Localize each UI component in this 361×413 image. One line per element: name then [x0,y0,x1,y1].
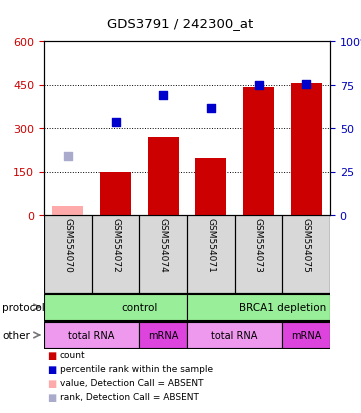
Bar [100,172,131,216]
Text: BRCA1 depletion: BRCA1 depletion [239,302,326,312]
Text: count: count [60,351,85,360]
Text: GSM554074: GSM554074 [159,218,168,273]
Text: ■: ■ [48,392,57,402]
Bar [139,216,187,293]
Text: mRNA: mRNA [148,330,178,340]
Text: mRNA: mRNA [291,330,321,340]
Bar [52,207,83,216]
Text: total RNA: total RNA [212,330,258,340]
Bar [291,84,322,216]
Bar [139,323,187,348]
Bar [195,159,226,216]
Text: GDS3791 / 242300_at: GDS3791 / 242300_at [107,17,254,29]
Point [208,105,214,112]
Text: GSM554071: GSM554071 [206,218,215,273]
Point [65,153,71,159]
Bar [282,323,330,348]
Text: value, Detection Call = ABSENT: value, Detection Call = ABSENT [60,379,203,387]
Point [256,82,261,89]
Text: other: other [2,330,30,340]
Bar [44,216,92,293]
Point [303,81,309,88]
Text: ■: ■ [48,350,57,360]
Text: GSM554075: GSM554075 [302,218,311,273]
Text: percentile rank within the sample: percentile rank within the sample [60,365,213,374]
Bar [187,295,330,320]
Bar [243,88,274,216]
Bar [187,323,282,348]
Text: GSM554073: GSM554073 [254,218,263,273]
Text: control: control [121,302,157,312]
Bar [187,216,235,293]
Point [160,92,166,99]
Text: GSM554070: GSM554070 [63,218,72,273]
Text: protocol: protocol [2,302,45,312]
Bar [148,138,179,216]
Bar [44,295,187,320]
Text: ■: ■ [48,364,57,374]
Bar [235,216,282,293]
Point [113,120,118,126]
Text: total RNA: total RNA [69,330,115,340]
Text: ■: ■ [48,378,57,388]
Bar [44,323,139,348]
Text: rank, Detection Call = ABSENT: rank, Detection Call = ABSENT [60,392,199,401]
Text: GSM554072: GSM554072 [111,218,120,273]
Bar [282,216,330,293]
Bar [92,216,139,293]
